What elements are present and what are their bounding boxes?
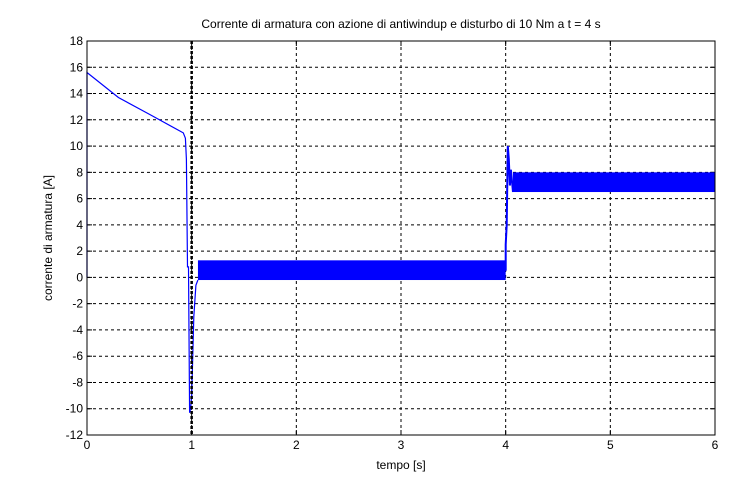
x-tick-label: 2	[293, 438, 300, 452]
series	[86, 41, 715, 435]
y-tick-label: -4	[72, 323, 83, 337]
y-tick-label: 6	[76, 192, 83, 206]
y-tick-label: 14	[70, 87, 84, 101]
chart-title: Corrente di armatura con azione di antiw…	[201, 17, 600, 31]
y-tick-label: 0	[76, 270, 83, 284]
x-tick-label: 3	[398, 438, 405, 452]
y-tick-label: 12	[70, 113, 84, 127]
y-tick-label: 8	[76, 165, 83, 179]
x-tick-label: 0	[84, 438, 91, 452]
y-tick-label: 16	[70, 60, 84, 74]
y-tick-label: 10	[70, 139, 84, 153]
y-tick-label: -10	[66, 402, 84, 416]
x-axis-label: tempo [s]	[376, 458, 425, 472]
plot-frame	[86, 40, 716, 436]
y-tick-label: 18	[70, 34, 84, 48]
series-line	[86, 71, 199, 413]
oscillation-band	[197, 260, 506, 281]
x-tick-label: 6	[712, 438, 719, 452]
x-tick-label: 4	[502, 438, 509, 452]
plot-area	[87, 41, 715, 435]
y-tick-label: -8	[72, 375, 83, 389]
y-tick-label: 2	[76, 244, 83, 258]
y-tick-label: -6	[72, 349, 83, 363]
y-tick-label: -2	[72, 297, 83, 311]
disturbance-transient	[504, 146, 514, 271]
y-tick-label: 4	[76, 218, 83, 232]
x-tick-label: 5	[607, 438, 614, 452]
y-tick-label: -12	[66, 428, 84, 442]
oscillation-band	[512, 172, 715, 193]
x-tick-label: 1	[188, 438, 195, 452]
y-axis-label: corrente di armatura [A]	[41, 175, 55, 301]
